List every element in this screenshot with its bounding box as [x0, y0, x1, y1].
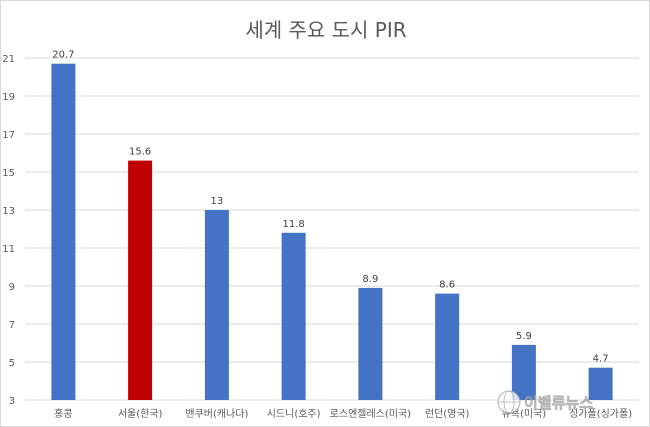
y-tick-label: 17 [2, 130, 15, 141]
y-tick-label: 13 [2, 206, 15, 217]
data-label: 11.8 [282, 219, 304, 230]
y-tick-label: 15 [2, 168, 15, 179]
y-tick-label: 19 [2, 92, 15, 103]
bars [51, 63, 613, 400]
bar [511, 344, 536, 400]
y-tick-label: 7 [9, 320, 15, 331]
globe-logo-icon [497, 390, 521, 414]
bar [281, 232, 306, 400]
watermark: 이벨류뉴스 [497, 390, 594, 414]
data-label: 20.7 [52, 50, 74, 61]
bar [435, 293, 460, 400]
chart-title: 세계 주요 도시 PIR [245, 18, 406, 42]
bar [588, 367, 613, 400]
y-tick-label: 3 [9, 396, 15, 407]
category-label: 싱가폴(싱가폴) [569, 408, 632, 420]
watermark-text: 이벨류뉴스 [524, 394, 593, 412]
bar [128, 160, 153, 400]
bar [358, 287, 383, 400]
y-tick-label: 5 [9, 358, 15, 369]
data-labels: 20.7 15.6 13 11.8 8.9 8.6 5.9 4.7 [52, 50, 608, 365]
data-label: 15.6 [129, 147, 151, 158]
category-label: 런던(영국) [425, 408, 470, 420]
data-label: 8.9 [362, 274, 378, 285]
bar [204, 210, 229, 400]
category-label: 서울(한국) [118, 408, 163, 420]
category-label: 시드니(호주) [267, 408, 321, 420]
category-label: 홍콩 [54, 407, 72, 420]
bar [51, 63, 76, 400]
gridlines [25, 57, 639, 401]
y-tick-label: 11 [2, 244, 15, 255]
category-label: 로스엔젤레스(미국) [330, 408, 412, 420]
y-tick-label: 21 [2, 54, 15, 65]
data-label: 4.7 [593, 354, 609, 365]
data-label: 13 [211, 196, 224, 207]
y-tick-label: 9 [9, 282, 15, 293]
y-axis-tick-labels: 3 5 7 9 11 13 15 17 19 21 [2, 54, 15, 407]
data-label: 5.9 [516, 331, 532, 342]
category-label: 밴쿠버(캐나다) [185, 408, 248, 420]
data-label: 8.6 [439, 280, 455, 291]
